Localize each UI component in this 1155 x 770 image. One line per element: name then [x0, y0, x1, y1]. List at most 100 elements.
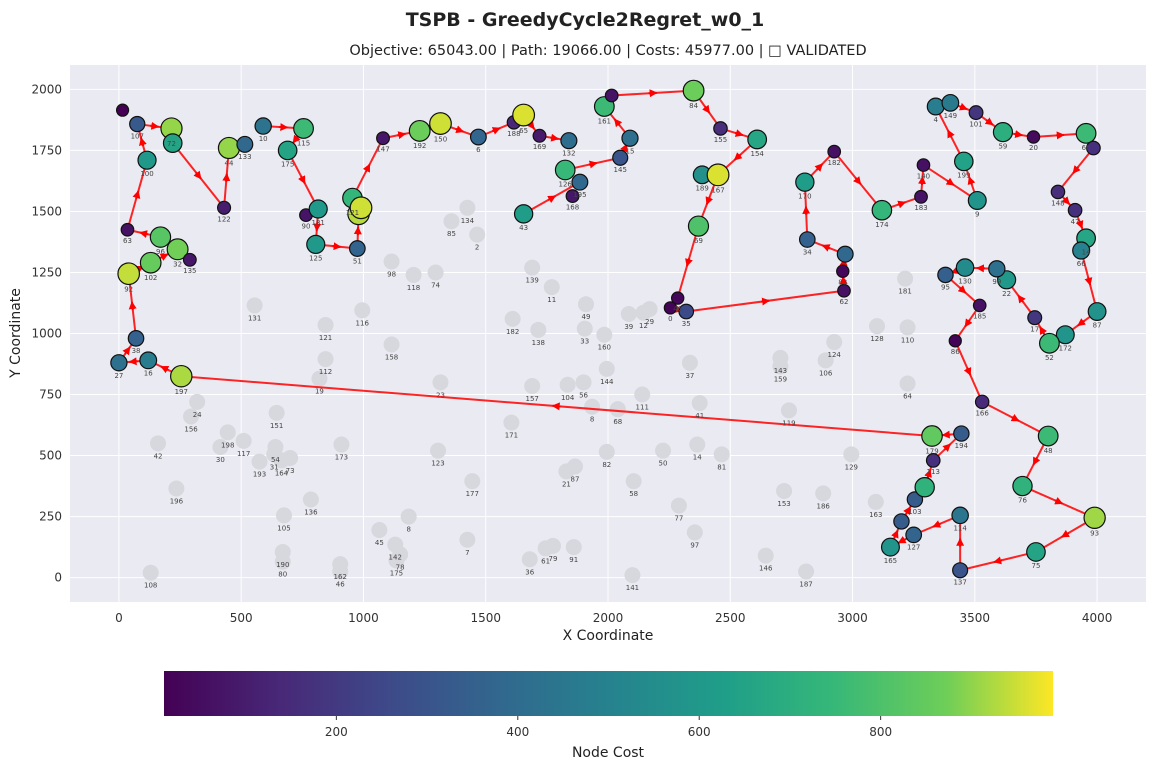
- unselected-node-label: 157: [526, 395, 539, 403]
- unselected-node-label: 12: [639, 322, 648, 330]
- selected-node: [1038, 332, 1060, 354]
- path-arrow: [957, 285, 967, 294]
- selected-node-label: 0: [668, 315, 672, 323]
- unselected-node-label: 173: [335, 454, 348, 462]
- selected-node-label: 174: [875, 221, 889, 229]
- unselected-node: [282, 449, 299, 466]
- selected-node-label: 154: [750, 150, 764, 158]
- unselected-node: [625, 473, 642, 490]
- selected-node-label: 135: [183, 267, 196, 275]
- unselected-node-label: 134: [461, 217, 475, 225]
- path-arrow: [891, 529, 899, 539]
- path-arrow: [122, 346, 131, 356]
- selected-node: [117, 262, 141, 286]
- selected-node: [277, 140, 298, 161]
- unselected-node: [400, 508, 417, 525]
- selected-node-label: 107: [131, 133, 144, 141]
- x-tick-label: 0: [115, 611, 123, 625]
- unselected-node-label: 118: [407, 284, 420, 292]
- unselected-node: [559, 376, 576, 393]
- path-arrow: [1054, 497, 1064, 505]
- unselected-node-label: 49: [582, 313, 591, 321]
- selected-node-label: 115: [297, 139, 310, 147]
- selected-node-label: 66: [1077, 260, 1086, 268]
- unselected-node-label: 14: [693, 454, 702, 462]
- selected-node: [713, 121, 728, 136]
- unselected-node: [543, 279, 560, 296]
- selected-node: [687, 215, 710, 237]
- selected-node: [120, 222, 135, 237]
- unselected-node-label: 54: [271, 456, 280, 464]
- y-tick-label: 250: [39, 510, 62, 524]
- path-arrow: [193, 170, 202, 180]
- unselected-node: [598, 443, 615, 460]
- unselected-node-label: 82: [602, 461, 611, 469]
- unselected-node-label: 175: [390, 570, 403, 578]
- unselected-node-label: 78: [396, 563, 405, 571]
- unselected-node-label: 112: [319, 368, 332, 376]
- selected-node: [306, 234, 326, 255]
- unselected-node-label: 98: [387, 270, 396, 278]
- selected-node-label: 137: [953, 579, 966, 587]
- unselected-node-label: 36: [525, 568, 534, 576]
- y-axis-label: Y Coordinate: [8, 288, 24, 379]
- selected-node: [110, 354, 128, 372]
- path-arrow: [397, 131, 407, 140]
- unselected-node: [624, 567, 641, 584]
- y-tick-label: 2000: [31, 82, 62, 96]
- path-arrow: [150, 121, 160, 130]
- selected-node: [951, 506, 969, 525]
- selected-node: [139, 251, 162, 274]
- selected-node: [612, 149, 629, 166]
- path-arrow: [1055, 131, 1065, 140]
- unselected-node-label: 129: [845, 463, 858, 471]
- selected-node: [348, 240, 366, 257]
- path-arrow: [984, 117, 994, 126]
- selected-node-label: 197: [175, 388, 188, 396]
- unselected-node: [251, 453, 268, 470]
- selected-node: [129, 115, 146, 133]
- unselected-node: [168, 480, 185, 497]
- unselected-node-label: 187: [799, 580, 812, 588]
- selected-node: [236, 135, 254, 153]
- unselected-node: [598, 360, 615, 377]
- unselected-node: [333, 436, 350, 453]
- unselected-node-label: 182: [506, 328, 519, 336]
- unselected-node-label: 31: [270, 463, 279, 471]
- selected-node-label: 122: [217, 215, 230, 223]
- unselected-node-label: 37: [685, 372, 694, 380]
- unselected-node: [620, 305, 637, 322]
- selected-node: [1026, 130, 1041, 144]
- selected-node-label: 179: [925, 447, 938, 455]
- unselected-node-label: 193: [253, 471, 266, 479]
- selected-node: [217, 200, 232, 215]
- selected-node: [925, 453, 941, 468]
- selected-node-label: 121: [346, 209, 359, 217]
- selected-node-label: 69: [694, 237, 703, 245]
- unselected-node: [576, 320, 593, 337]
- x-tick-label: 1500: [470, 611, 501, 625]
- selected-node-label: 43: [519, 224, 528, 232]
- selected-node-label: 35: [682, 320, 691, 328]
- unselected-node-label: 181: [898, 288, 911, 296]
- selected-node-label: 170: [798, 192, 811, 200]
- unselected-node-label: 7: [465, 549, 469, 557]
- unselected-node-label: 74: [431, 281, 440, 289]
- unselected-node-label: 123: [431, 460, 444, 468]
- path-arrow: [932, 520, 942, 528]
- path-arrow: [132, 190, 141, 200]
- selected-node: [162, 133, 183, 153]
- path-arrow: [159, 253, 169, 261]
- unselected-node: [530, 321, 547, 338]
- selected-node: [1037, 425, 1059, 447]
- path-arrow: [821, 244, 831, 252]
- selected-node: [941, 93, 960, 112]
- y-tick-label: 0: [54, 571, 62, 585]
- selected-node: [906, 491, 924, 508]
- selected-node-label: 10: [259, 135, 268, 143]
- unselected-node-label: 80: [278, 571, 287, 579]
- path-arrow: [1060, 529, 1070, 538]
- path-arrow: [967, 176, 976, 186]
- path-arrow: [550, 133, 560, 142]
